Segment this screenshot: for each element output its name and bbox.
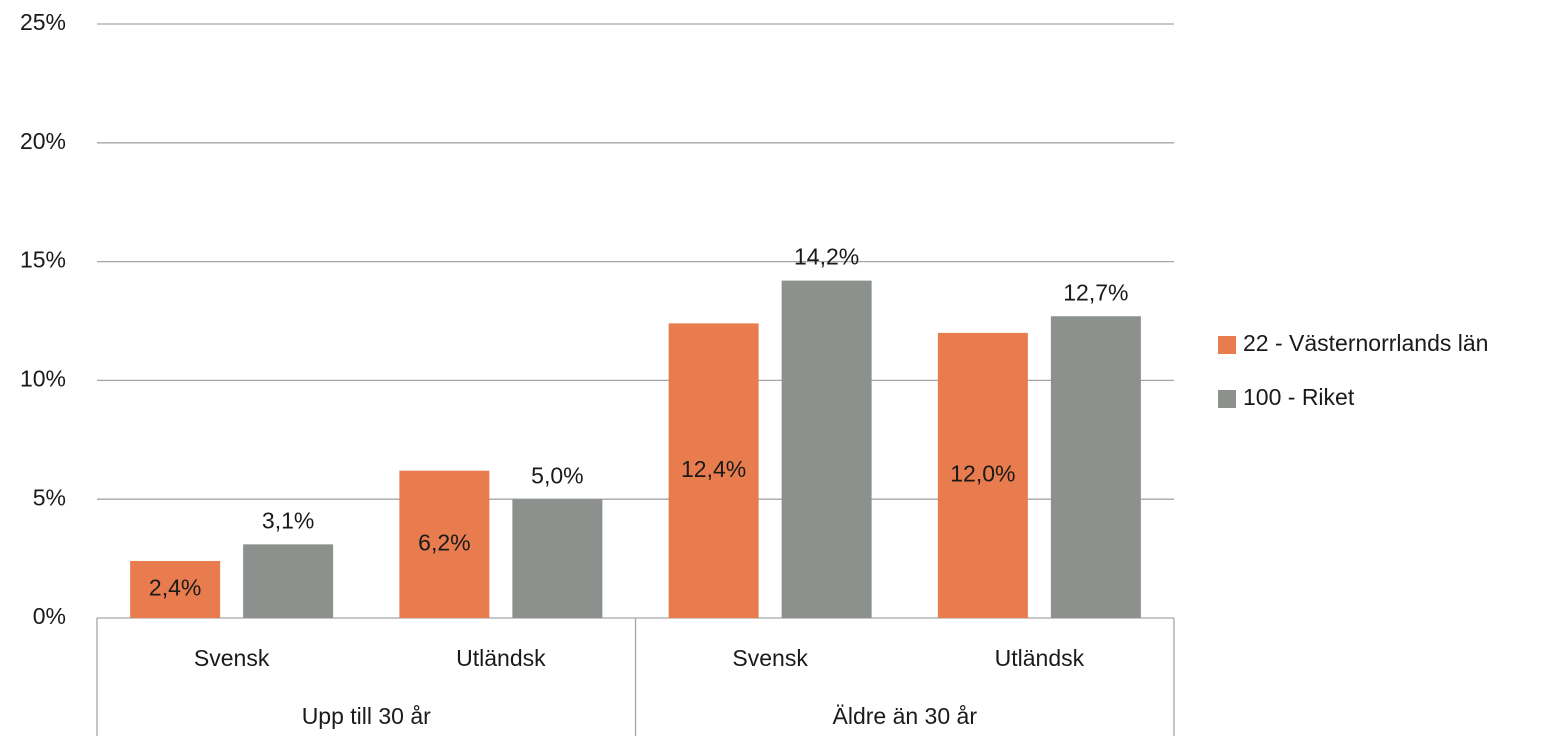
bar bbox=[243, 544, 334, 618]
data-label: 5,0% bbox=[531, 462, 583, 488]
legend-swatch bbox=[1218, 390, 1236, 408]
y-tick-label: 0% bbox=[33, 603, 66, 629]
group-label: Äldre än 30 år bbox=[833, 703, 978, 729]
y-tick-label: 20% bbox=[20, 128, 66, 154]
data-label: 2,4% bbox=[149, 575, 201, 601]
x-tick-label: Utländsk bbox=[995, 645, 1085, 671]
legend-swatch bbox=[1218, 336, 1236, 354]
bar bbox=[399, 470, 490, 618]
y-tick-label: 10% bbox=[20, 365, 66, 391]
y-tick-label: 25% bbox=[20, 9, 66, 35]
bar bbox=[1050, 316, 1141, 618]
data-label: 12,4% bbox=[681, 456, 746, 482]
data-label: 3,1% bbox=[262, 507, 314, 533]
y-tick-label: 5% bbox=[33, 484, 66, 510]
y-tick-label: 15% bbox=[20, 247, 66, 273]
data-label: 12,7% bbox=[1063, 279, 1128, 305]
bar bbox=[937, 332, 1028, 618]
bar bbox=[668, 323, 759, 618]
x-tick-label: Svensk bbox=[194, 645, 270, 671]
group-label: Upp till 30 år bbox=[302, 703, 431, 729]
data-label: 12,0% bbox=[950, 461, 1015, 487]
x-tick-label: Utländsk bbox=[456, 645, 546, 671]
bar bbox=[512, 499, 603, 618]
legend-label: 22 - Västernorrlands län bbox=[1243, 330, 1488, 356]
legend-label: 100 - Riket bbox=[1243, 384, 1355, 410]
x-tick-label: Svensk bbox=[732, 645, 808, 671]
data-label: 6,2% bbox=[418, 529, 470, 555]
bar bbox=[130, 560, 221, 618]
bar bbox=[781, 280, 872, 618]
data-label: 14,2% bbox=[794, 244, 859, 270]
